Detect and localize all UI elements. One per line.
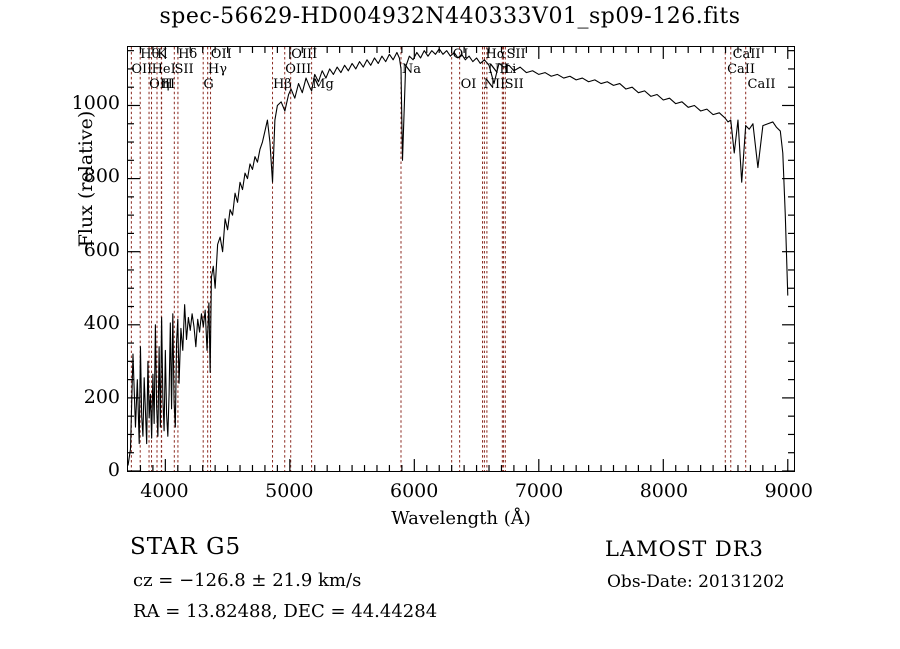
- spectral-line-label: OI: [460, 77, 477, 92]
- spectral-line-label: CaII: [727, 62, 756, 77]
- plot-canvas: [128, 47, 794, 471]
- spectrum-trace: [128, 48, 789, 466]
- spectral-line-label: η: [161, 77, 170, 92]
- y-tick-label: 0: [107, 459, 120, 481]
- spectral-line-label: OI: [452, 47, 469, 62]
- survey-name: LAMOST DR3: [605, 537, 764, 561]
- spectral-line-label: Na: [401, 62, 421, 77]
- spectral-line-label: Mg: [312, 77, 334, 92]
- spectral-line-label: Hγ: [207, 62, 228, 77]
- spectral-line-label: G: [203, 77, 214, 92]
- spectral-line-label: NII: [483, 77, 506, 92]
- x-tick-label: 6000: [389, 480, 439, 502]
- spectral-line-label: OII: [210, 47, 232, 62]
- x-axis-label: Wavelength (Å): [391, 508, 531, 529]
- y-tick-label: 800: [83, 165, 120, 188]
- spectral-line-label: OIII: [285, 62, 312, 77]
- object-type-and-class: STAR G5: [130, 534, 242, 560]
- y-tick-label: 1000: [71, 91, 120, 114]
- coordinates: RA = 13.82488, DEC = 44.44284: [133, 601, 438, 622]
- y-tick-label: 600: [83, 238, 120, 261]
- spectral-line-label: Hθ: [140, 47, 160, 62]
- x-tick-label: 5000: [265, 480, 314, 502]
- axis-tick-marks: [128, 47, 794, 471]
- plot-title: spec-56629-HD004932N440333V01_sp09-126.f…: [159, 4, 741, 29]
- x-tick-label: 4000: [140, 480, 189, 502]
- redshift-velocity: cz = −126.8 ± 21.9 km/s: [133, 570, 362, 591]
- spectral-line-label: SII: [504, 77, 524, 92]
- spectral-line-label: OIII: [291, 47, 318, 62]
- x-tick-label: 9000: [764, 480, 813, 502]
- spectral-line-label: Hβ: [272, 77, 292, 92]
- spectrum-svg: [128, 47, 789, 471]
- y-axis-tick-labels: 0 200 400 600 800 1000: [50, 0, 120, 649]
- spectral-line-label: CaII: [732, 47, 761, 62]
- y-tick-label: 400: [83, 312, 120, 335]
- spectral-line-label: HeI: [151, 62, 176, 77]
- spectral-line-label: NII: [487, 62, 510, 77]
- y-tick-label: 200: [83, 385, 120, 408]
- spectral-line-label: Hα: [485, 47, 506, 62]
- x-tick-label: 8000: [639, 480, 689, 502]
- observation-date: Obs-Date: 20131202: [607, 572, 785, 592]
- x-tick-label: 7000: [514, 480, 564, 502]
- spectral-line-label: K: [157, 47, 167, 62]
- spectral-line-label: Hδ: [178, 47, 198, 62]
- spectral-line-label: H: [161, 77, 173, 92]
- spectral-line-label: Li: [503, 62, 517, 77]
- spectral-line-label: OII: [131, 62, 153, 77]
- spectral-line-label: SII: [174, 62, 194, 77]
- plot-area: [127, 46, 795, 472]
- spectral-line-label: OIII: [149, 77, 176, 92]
- spectral-line-label: SII: [506, 47, 526, 62]
- spectral-line-label: CaII: [747, 77, 776, 92]
